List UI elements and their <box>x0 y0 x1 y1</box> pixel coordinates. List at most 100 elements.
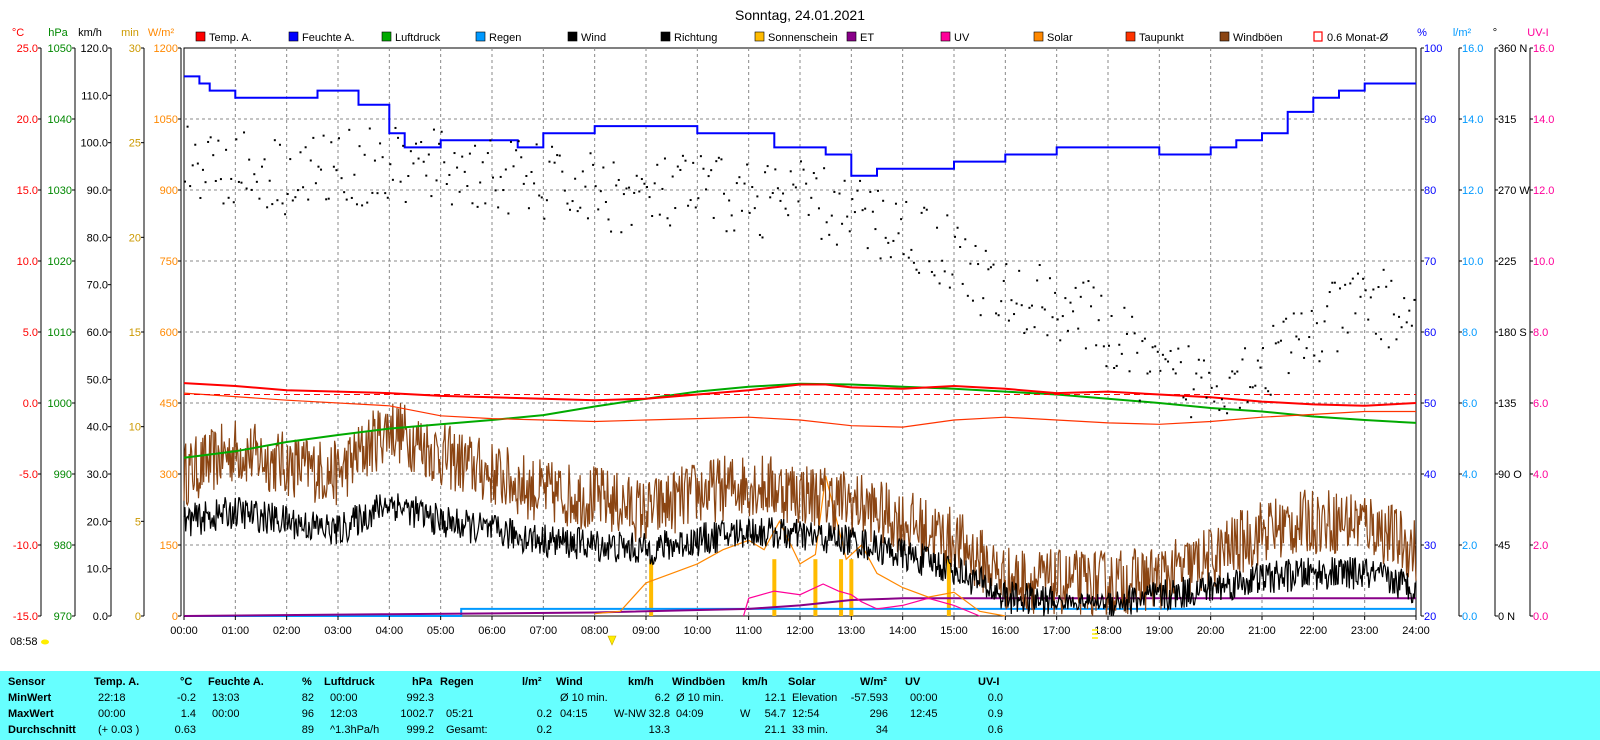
direction-point <box>1131 315 1134 318</box>
stats-cell-solar-t: 12:54 <box>792 708 820 720</box>
direction-point <box>466 185 469 188</box>
direction-point <box>599 190 602 193</box>
direction-point <box>918 271 921 274</box>
axis-tick-label-solar: 600 <box>160 327 178 339</box>
direction-point <box>312 136 315 139</box>
axis-tick-label-humidity: 100 <box>1424 43 1442 55</box>
direction-point <box>884 236 887 239</box>
direction-point <box>946 214 949 217</box>
direction-point <box>1015 302 1018 305</box>
direction-point <box>1118 343 1121 346</box>
direction-point <box>792 183 795 186</box>
direction-point <box>314 182 317 185</box>
direction-point <box>407 175 410 178</box>
direction-point <box>794 186 797 189</box>
axis-unit-sunmin: min <box>121 27 139 39</box>
direction-point <box>327 197 330 200</box>
direction-point <box>638 190 641 193</box>
direction-point <box>1364 289 1367 292</box>
direction-point <box>612 161 615 164</box>
direction-point <box>520 156 523 159</box>
legend-swatch <box>1313 31 1323 42</box>
time-tick-label: 08:00 <box>581 625 609 637</box>
direction-point <box>753 207 756 210</box>
legend-label: Solar <box>1047 32 1073 44</box>
axis-tick-label-pressure: 1030 <box>48 185 72 197</box>
stats-cell-wind-v: 13.3 <box>648 724 670 736</box>
direction-point <box>1282 320 1285 323</box>
direction-point <box>1354 312 1357 315</box>
direction-point <box>486 152 489 155</box>
direction-point <box>494 189 497 192</box>
axis-tick-label-direction: 360 N <box>1498 43 1527 55</box>
stats-cell-gust-t: 04:09 <box>676 708 704 720</box>
stats-table: Sensor Temp. A. °C Feuchte A. % Luftdruc… <box>0 671 1600 740</box>
time-tick-label: 16:00 <box>992 625 1020 637</box>
direction-point <box>1005 263 1008 266</box>
stats-cell-solar-v: -57.593 <box>850 692 888 704</box>
legend-swatch <box>660 31 671 42</box>
axis-tick-label-solar: 450 <box>160 398 178 410</box>
direction-point <box>746 163 749 166</box>
axis-tick-label-humidity: 40 <box>1424 469 1436 481</box>
stats-cell-wind-v: 6.2 <box>654 692 670 704</box>
time-tick-label: 17:00 <box>1043 625 1071 637</box>
direction-point <box>951 273 954 276</box>
direction-point <box>869 190 872 193</box>
direction-point <box>877 189 879 192</box>
direction-point <box>266 206 269 209</box>
stats-header-solar-unit: W/m² <box>860 676 887 688</box>
stats-cell-press-t: 12:03 <box>330 708 358 720</box>
direction-point <box>1146 372 1149 375</box>
axis-unit-pressure: hPa <box>48 27 68 39</box>
direction-point <box>230 177 233 180</box>
direction-point <box>504 168 507 171</box>
direction-point <box>1025 328 1028 331</box>
direction-point <box>515 149 518 152</box>
direction-point <box>1351 277 1354 280</box>
direction-point <box>1074 286 1077 289</box>
stats-cell-press-v: 1002.7 <box>400 708 434 720</box>
direction-point <box>1095 344 1098 347</box>
direction-point <box>787 214 790 217</box>
time-tick-label: 11:00 <box>735 625 762 637</box>
direction-point <box>1305 347 1308 350</box>
direction-point <box>656 163 659 166</box>
direction-point <box>1392 313 1395 316</box>
direction-point <box>841 222 844 225</box>
direction-point <box>1236 370 1239 373</box>
direction-point <box>712 216 715 219</box>
direction-point <box>1300 312 1303 315</box>
stats-header-rain: Regen <box>440 676 474 688</box>
direction-point <box>725 230 728 233</box>
direction-point <box>422 160 425 163</box>
axis-tick-label-sunmin: 20 <box>129 232 141 244</box>
direction-point <box>1066 329 1069 332</box>
direction-point <box>373 159 376 162</box>
legend-label: Regen <box>489 32 521 44</box>
legend-swatch <box>288 31 299 42</box>
direction-point <box>1000 300 1003 303</box>
time-tick-label: 03:00 <box>324 625 352 637</box>
axis-tick-label-wind: 70.0 <box>87 280 108 292</box>
direction-point <box>479 181 482 184</box>
direction-point <box>1387 346 1390 349</box>
legend-label: ET <box>860 32 874 44</box>
stats-cell-label: MaxWert <box>8 708 54 720</box>
direction-point <box>1020 304 1023 307</box>
direction-point <box>1190 416 1193 419</box>
direction-point <box>1195 372 1198 375</box>
direction-point <box>1138 399 1141 402</box>
stats-cell-hum-v: 96 <box>301 708 314 720</box>
direction-point <box>296 189 299 192</box>
direction-point <box>248 158 251 161</box>
stats-cell-press-v: 999.2 <box>406 724 434 736</box>
direction-point <box>184 180 186 183</box>
axis-tick-label-temp: -15.0 <box>13 611 38 623</box>
direction-point <box>1167 360 1170 363</box>
time-tick-label: 23:00 <box>1351 625 1379 637</box>
stats-cell-label: MinWert <box>8 692 52 704</box>
direction-point <box>476 205 479 208</box>
direction-point <box>735 182 738 185</box>
direction-point <box>1013 313 1016 316</box>
